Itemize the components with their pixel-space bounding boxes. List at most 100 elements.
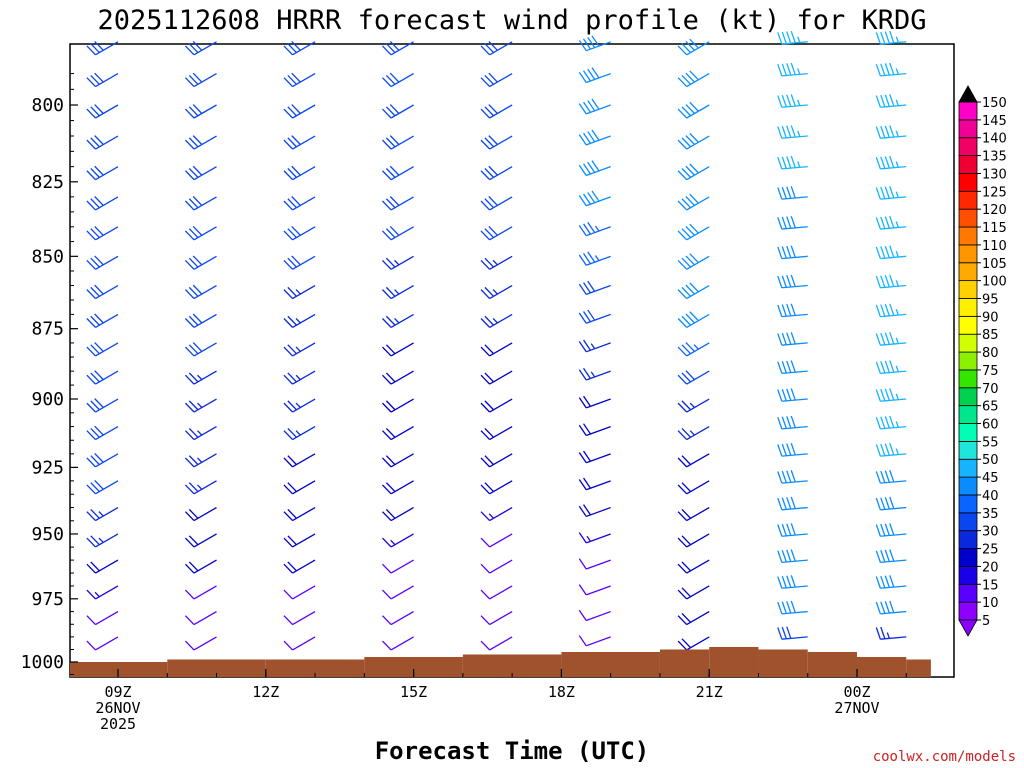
- wind-barb: [283, 559, 316, 574]
- wind-barb: [480, 506, 513, 522]
- wind-barb: [86, 104, 119, 119]
- wind-barb: [677, 585, 710, 600]
- x-axis-label: Forecast Time (UTC): [375, 737, 650, 765]
- wind-barb: [578, 129, 611, 146]
- credit-text: coolwx.com/models: [873, 749, 1016, 765]
- wind-barb: [480, 313, 513, 328]
- wind-barb: [86, 370, 119, 385]
- colorbar-label: 25: [982, 543, 999, 558]
- wind-barb: [677, 370, 710, 385]
- wind-barb: [875, 332, 907, 346]
- wind-barb: [382, 135, 414, 150]
- wind-barb: [382, 313, 414, 328]
- wind-barb: [184, 611, 217, 626]
- wind-barb: [283, 533, 316, 548]
- colorbar-label: 120: [982, 203, 1007, 218]
- terrain-segment: [364, 657, 463, 677]
- wind-barb: [777, 470, 808, 484]
- wind-barb: [480, 40, 513, 56]
- colorbar-segment: [958, 583, 978, 603]
- colorbar-label: 65: [982, 400, 999, 415]
- terrain-segment: [906, 659, 931, 677]
- wind-barb: [578, 160, 611, 177]
- xtick-label: 09Z: [104, 683, 131, 701]
- wind-barb: [875, 549, 907, 564]
- wind-barb: [578, 67, 611, 84]
- colorbar-segment: [958, 208, 978, 228]
- colorbar-segment: [958, 566, 978, 585]
- wind-barb: [875, 30, 907, 45]
- colorbar-label: 70: [982, 382, 999, 397]
- wind-barb: [875, 443, 907, 457]
- colorbar-segment: [958, 155, 978, 174]
- wind-barb: [677, 38, 710, 56]
- wind-barb: [382, 342, 414, 357]
- wind-barb: [875, 575, 907, 589]
- colorbar-segment: [958, 244, 978, 264]
- wind-barb: [578, 221, 611, 237]
- colorbar-segment: [958, 512, 978, 532]
- wind-barb: [578, 309, 611, 324]
- wind-barb: [86, 255, 119, 270]
- wind-barb: [382, 611, 414, 626]
- xtick-label: 15Z: [400, 683, 427, 701]
- terrain-segment: [758, 649, 808, 677]
- colorbar-segment: [958, 423, 978, 442]
- wind-barb: [578, 367, 611, 381]
- wind-barb: [578, 190, 611, 207]
- wind-barb: [283, 398, 316, 413]
- wind-barb: [283, 313, 316, 328]
- wind-barb: [283, 284, 316, 300]
- wind-barb: [283, 104, 316, 119]
- wind-barb: [777, 415, 808, 430]
- ytick-label: 825: [31, 172, 64, 193]
- wind-barb: [86, 72, 119, 88]
- xtick-label: 2025: [100, 715, 136, 733]
- wind-barb: [480, 135, 513, 150]
- wind-barb: [382, 636, 414, 651]
- wind-barb: [480, 533, 513, 548]
- wind-barb: [777, 274, 808, 289]
- wind-barb: [382, 398, 414, 413]
- colorbar-label: 100: [982, 275, 1007, 290]
- wind-barb: [480, 225, 513, 241]
- wind-barb: [777, 62, 808, 77]
- wind-barb: [283, 165, 316, 181]
- wind-barb: [777, 30, 808, 45]
- colorbar-label: 40: [982, 489, 999, 504]
- ytick-label: 875: [31, 319, 64, 340]
- colorbar-label: 60: [982, 418, 999, 433]
- colorbar-label: 85: [982, 328, 999, 343]
- wind-barb: [578, 477, 611, 491]
- wind-barb: [184, 72, 217, 88]
- wind-barb: [184, 533, 217, 548]
- wind-barb: [578, 504, 611, 518]
- y-axis-ticks: 800 825 850 875 900 925 950 975 1000: [21, 73, 78, 675]
- wind-barb: [382, 585, 414, 600]
- wind-barb: [283, 225, 316, 241]
- xtick-label: 26NOV: [95, 699, 140, 717]
- wind-barb: [777, 443, 808, 457]
- colorbar-segment: [958, 315, 978, 335]
- colorbar-segment: [958, 333, 978, 353]
- wind-barb: [86, 284, 119, 300]
- terrain-segment: [265, 659, 365, 677]
- wind-barb: [677, 453, 710, 468]
- wind-barb: [382, 255, 414, 270]
- wind-barb: [677, 253, 710, 270]
- wind-barb: [578, 280, 611, 296]
- colorbar-segment: [958, 262, 978, 282]
- wind-barb: [382, 196, 414, 211]
- terrain-segment: [659, 649, 710, 677]
- colorbar-label: 10: [982, 596, 999, 611]
- terrain-segment: [462, 654, 562, 677]
- wind-barb: [875, 470, 907, 484]
- wind-barb: [86, 135, 119, 150]
- wind-barb: [480, 255, 513, 270]
- wind-barb: [875, 415, 907, 430]
- colorbar-segment: [958, 458, 978, 478]
- colorbar-label: 105: [982, 257, 1007, 272]
- wind-barb: [777, 215, 808, 230]
- colorbar-label: 15: [982, 578, 999, 593]
- wind-barb: [283, 370, 316, 385]
